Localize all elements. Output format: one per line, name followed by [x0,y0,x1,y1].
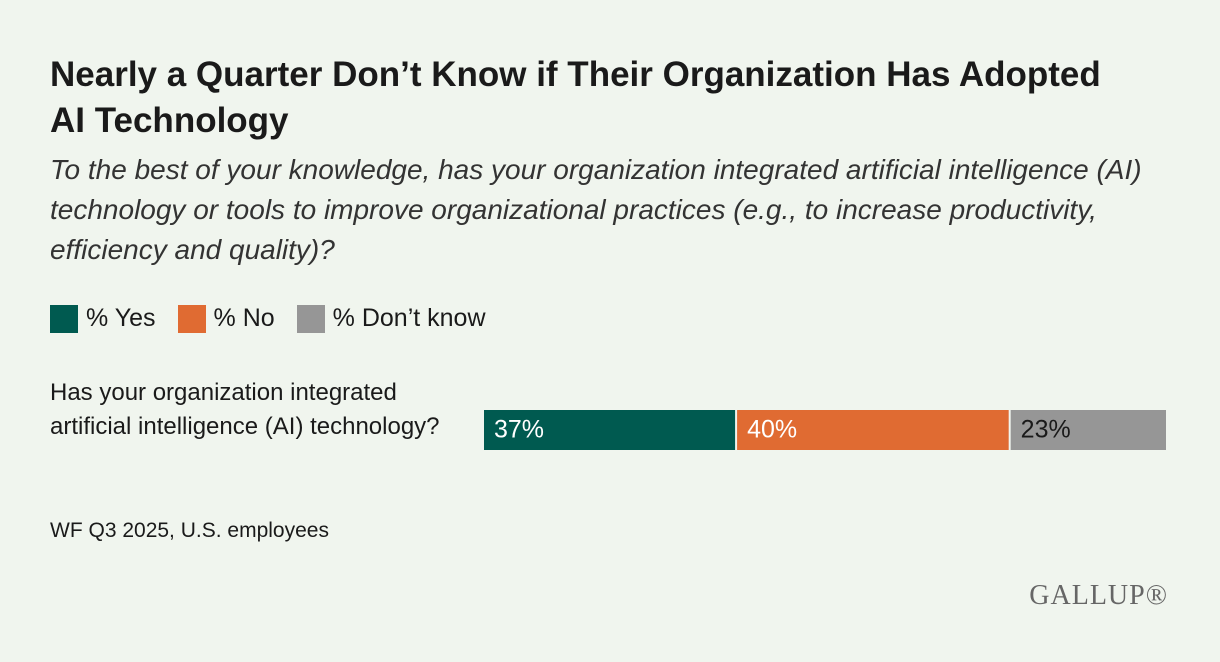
legend-label: % Don’t know [332,304,486,332]
category-label: Has your organization integrated artific… [50,379,440,440]
legend-label: % No [213,304,275,332]
chart-title: Nearly a Quarter Don’t Know if Their Org… [50,55,1101,140]
bar-segment [484,410,736,450]
legend-label: % Yes [86,304,156,332]
legend-swatch [50,304,78,333]
value-label: 37% [494,416,544,444]
legend-item: % Don’t know [296,304,486,333]
legend: % Yes % No % Don’t know [50,304,486,333]
legend-swatch [296,304,325,333]
source-note: WF Q3 2025, U.S. employees [50,519,329,542]
logo: GALLUP® [1029,580,1168,611]
bar-segment [737,410,1009,450]
chart-subtitle: To the best of your knowledge, has your … [50,154,1142,265]
legend-item: % No [177,304,275,333]
value-label: 23% [1021,416,1071,444]
value-label: 40% [747,416,797,444]
legend-item: % Yes [50,304,156,333]
bar-segment [1010,410,1166,450]
legend-swatch [177,304,206,333]
